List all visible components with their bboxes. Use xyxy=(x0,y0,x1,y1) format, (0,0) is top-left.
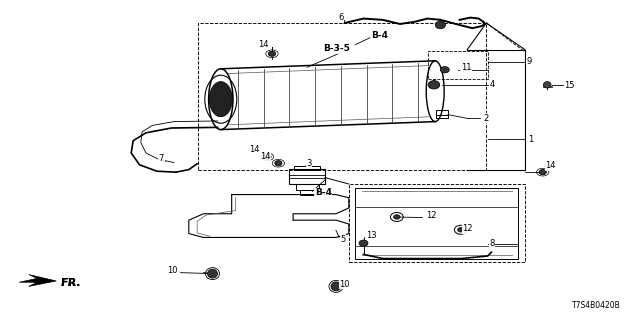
Ellipse shape xyxy=(539,170,547,175)
Text: B-4: B-4 xyxy=(371,31,388,40)
Text: FR.: FR. xyxy=(61,278,81,288)
Ellipse shape xyxy=(359,240,368,246)
Text: 14: 14 xyxy=(260,152,271,161)
Text: 14: 14 xyxy=(545,161,556,170)
Text: 12: 12 xyxy=(426,211,436,220)
Ellipse shape xyxy=(543,82,551,88)
Text: 8: 8 xyxy=(490,239,495,248)
Bar xyxy=(289,169,325,184)
Ellipse shape xyxy=(435,21,445,29)
Text: 14: 14 xyxy=(259,40,269,49)
Text: 11: 11 xyxy=(461,63,471,72)
Bar xyxy=(349,184,525,262)
Bar xyxy=(436,110,448,115)
Text: 13: 13 xyxy=(366,231,377,240)
Ellipse shape xyxy=(428,81,440,89)
Bar xyxy=(198,23,486,170)
Polygon shape xyxy=(19,275,56,286)
Ellipse shape xyxy=(268,51,276,56)
Ellipse shape xyxy=(440,67,449,73)
Text: 10: 10 xyxy=(339,280,349,289)
Ellipse shape xyxy=(207,269,218,278)
Text: FR.: FR. xyxy=(61,278,80,288)
Ellipse shape xyxy=(331,282,341,291)
Bar xyxy=(300,190,315,195)
Text: 4: 4 xyxy=(490,80,495,89)
Text: 5: 5 xyxy=(340,235,346,244)
Text: 12: 12 xyxy=(462,224,472,233)
Text: 1: 1 xyxy=(528,135,533,144)
Bar xyxy=(294,166,320,170)
Text: 3: 3 xyxy=(306,159,311,168)
Text: 14: 14 xyxy=(250,145,260,154)
Text: B-3-5: B-3-5 xyxy=(323,44,350,53)
Ellipse shape xyxy=(264,154,271,159)
Text: 7: 7 xyxy=(159,154,164,163)
Text: B-4: B-4 xyxy=(315,188,332,197)
Ellipse shape xyxy=(394,215,400,219)
Bar xyxy=(428,51,488,79)
Text: 10: 10 xyxy=(168,266,178,275)
Bar xyxy=(296,184,319,190)
Text: 9: 9 xyxy=(526,57,531,66)
Ellipse shape xyxy=(275,161,282,166)
Ellipse shape xyxy=(458,228,464,232)
Ellipse shape xyxy=(209,82,232,117)
Text: T7S4B0420B: T7S4B0420B xyxy=(572,301,621,310)
Bar xyxy=(436,115,448,118)
Text: 15: 15 xyxy=(564,81,575,90)
Text: 6: 6 xyxy=(338,13,343,22)
Text: 2: 2 xyxy=(483,114,488,123)
